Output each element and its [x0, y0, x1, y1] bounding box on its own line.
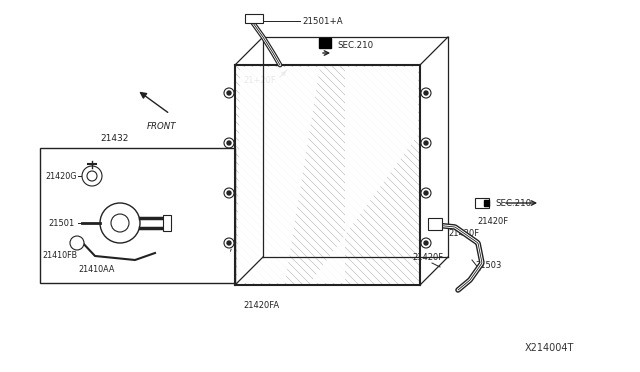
Text: 21503: 21503: [475, 260, 501, 269]
Circle shape: [100, 203, 140, 243]
Bar: [163, 215, 171, 231]
Text: 21420F: 21420F: [477, 217, 508, 225]
Bar: [319, 38, 331, 48]
Polygon shape: [237, 67, 320, 283]
Text: 21410FB: 21410FB: [42, 251, 77, 260]
Text: 21420F: 21420F: [448, 228, 479, 237]
Circle shape: [421, 238, 431, 248]
Bar: [475, 198, 489, 208]
Text: FRONT: FRONT: [147, 122, 177, 131]
Circle shape: [227, 141, 231, 145]
Text: 21501: 21501: [48, 218, 74, 228]
Circle shape: [421, 188, 431, 198]
Polygon shape: [310, 67, 418, 283]
Circle shape: [87, 171, 97, 181]
Text: 21420F: 21420F: [412, 253, 443, 262]
Circle shape: [424, 191, 428, 195]
Circle shape: [227, 191, 231, 195]
Text: 21432: 21432: [100, 134, 129, 142]
Circle shape: [421, 88, 431, 98]
Text: 21420G: 21420G: [45, 171, 77, 180]
Text: 21410AA: 21410AA: [78, 266, 115, 275]
Text: 21501+A: 21501+A: [302, 16, 342, 26]
Circle shape: [224, 238, 234, 248]
Bar: [428, 218, 442, 230]
Text: X214004T: X214004T: [525, 343, 574, 353]
Text: SEC.210: SEC.210: [495, 199, 531, 208]
Circle shape: [224, 188, 234, 198]
Bar: [40, 148, 235, 283]
Circle shape: [421, 138, 431, 148]
Text: 21+20F: 21+20F: [243, 76, 276, 84]
Text: 21420FA: 21420FA: [243, 301, 279, 310]
Circle shape: [424, 241, 428, 245]
Circle shape: [224, 88, 234, 98]
Bar: [484, 200, 489, 206]
Circle shape: [227, 241, 231, 245]
Bar: [245, 14, 263, 23]
Circle shape: [111, 214, 129, 232]
Circle shape: [424, 141, 428, 145]
Text: SEC.210: SEC.210: [337, 41, 373, 49]
Circle shape: [424, 91, 428, 95]
Circle shape: [82, 166, 102, 186]
Circle shape: [70, 236, 84, 250]
Circle shape: [224, 138, 234, 148]
Circle shape: [227, 91, 231, 95]
